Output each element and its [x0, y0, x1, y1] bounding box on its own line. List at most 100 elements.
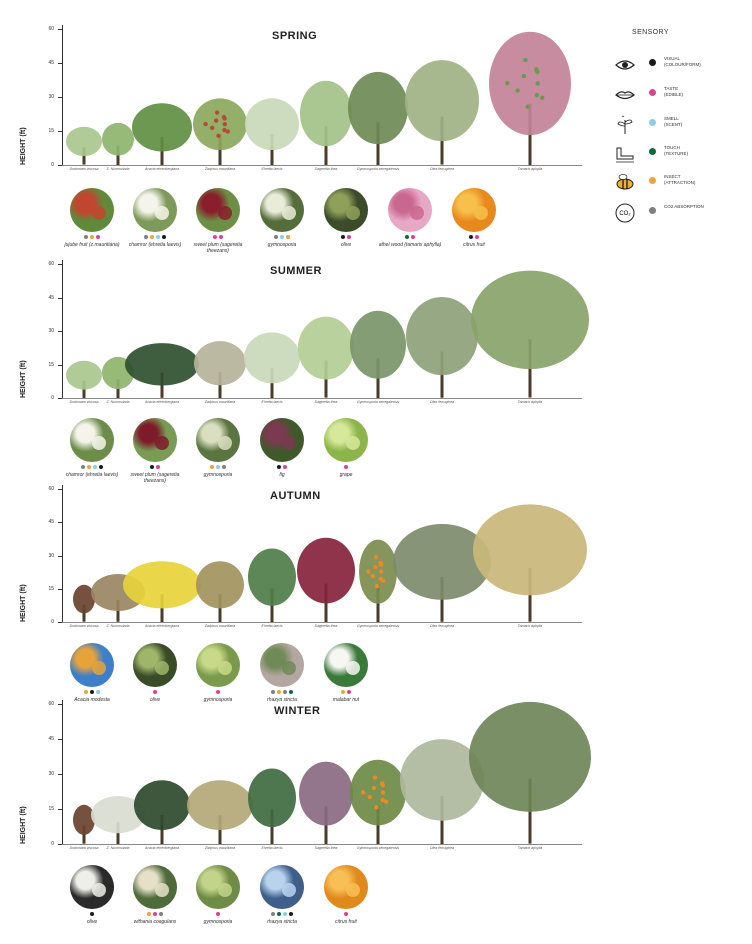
tree-0	[73, 585, 95, 622]
fruit-label: sweet plum (sageretia theezans)	[130, 472, 180, 484]
sensory-dot-visual	[90, 690, 94, 694]
tree-crown	[471, 271, 589, 370]
tree-crown	[244, 332, 300, 384]
tree-fruit-mark	[225, 129, 230, 134]
sensory-dot-taste	[156, 465, 160, 469]
y-tick	[58, 264, 62, 265]
fruit-photo-circle	[196, 865, 240, 909]
y-tick-label: 0	[51, 619, 54, 625]
species-label: Z. Nummularia	[106, 167, 130, 171]
sensory-dot-insect	[210, 465, 214, 469]
sensory-dot-insect	[286, 235, 290, 239]
legend-line-1: CO2 ABSORPTION	[664, 204, 704, 209]
sensory-dot-visual	[341, 235, 345, 239]
hand-touch-icon	[616, 147, 634, 163]
y-tick	[58, 622, 62, 623]
sensory-dots	[341, 690, 351, 694]
tree-fruit-mark	[523, 57, 528, 63]
tree-8	[489, 31, 571, 165]
legend-item-taste: TASTE (EDIBLE)	[614, 84, 744, 108]
tree-crown	[350, 759, 406, 825]
tree-4	[248, 768, 296, 844]
tree-fruit-mark	[373, 564, 378, 570]
fruit-photo-circle	[452, 188, 496, 232]
species-label: Ehretia laevis	[261, 400, 283, 404]
y-tick-label: 15	[48, 806, 54, 812]
tree-fruit-mark	[374, 583, 380, 589]
ground-line	[62, 622, 582, 623]
fruit-label: gymnosporia	[203, 472, 233, 478]
legend-text: INSECT (ATTRACTION)	[664, 174, 695, 186]
y-tick-label: 0	[51, 841, 54, 847]
species-label: Dodonaea viscosa	[69, 846, 99, 850]
legend-line-2: (SCENT)	[664, 122, 683, 127]
sensory-dot-co2	[159, 912, 163, 916]
sensory-dot-smell	[280, 235, 284, 239]
y-tick-label: 30	[48, 771, 54, 777]
species-label: Gymnosporia senegalensis	[356, 167, 400, 171]
legend-line-2: (TEXTURE)	[664, 151, 688, 156]
tree-crown	[348, 71, 408, 145]
legend-line-1: INSECT	[664, 174, 681, 179]
fruit-highlight	[155, 661, 169, 675]
sensory-dot-taste	[153, 690, 157, 694]
fruit-highlight	[410, 206, 424, 220]
sensory-dot-taste	[219, 235, 223, 239]
fruit-highlight	[474, 206, 488, 220]
sensory-dot-co2	[271, 912, 275, 916]
y-tick-label: 15	[48, 361, 54, 368]
tree-5	[298, 317, 354, 398]
tree-crown	[134, 779, 190, 830]
legend-item-visual: VISUAL (COLOUR/FORM)	[614, 54, 744, 78]
fruit-photo-circle	[196, 188, 240, 232]
tree-3	[187, 779, 253, 844]
fruit-label: grape	[339, 472, 353, 478]
svg-text:CO₂: CO₂	[619, 211, 631, 217]
sensory-dot-taste	[344, 912, 348, 916]
tree-fruit-mark	[203, 121, 208, 127]
species-label: Dodonaea viscosa	[69, 400, 99, 404]
tree-7	[405, 60, 479, 165]
sensory-dot-insect	[90, 235, 94, 239]
y-axis-label: HEIGHT (ft)	[20, 127, 27, 165]
sensory-dot-smell	[156, 235, 160, 239]
legend-item-co2: CO₂ CO2 ABSORPTION	[614, 202, 744, 226]
y-tick	[58, 297, 62, 299]
sensory-dots	[405, 235, 415, 239]
sensory-dot-taste	[213, 235, 217, 239]
species-label: Gymnosporia senegalensis	[356, 846, 400, 850]
species-label: Ehretia laevis	[261, 624, 283, 628]
legend-text: TOUCH (TEXTURE)	[664, 145, 688, 157]
season-title: SUMMER	[270, 265, 322, 277]
sensory-dot-visual	[277, 465, 281, 469]
tree-fruit-mark	[534, 92, 540, 98]
eye-icon	[615, 60, 635, 70]
tree-crown	[300, 80, 352, 147]
tree-3	[193, 98, 247, 165]
legend-line-2: (COLOUR/FORM)	[664, 62, 701, 67]
sensory-dot-taste	[153, 912, 157, 916]
species-label: Ziziphus mauritiana	[204, 167, 236, 171]
sensory-dot-smell	[216, 465, 220, 469]
tree-crown	[132, 102, 192, 152]
y-tick-label: 15	[48, 585, 54, 592]
sensory-dots	[210, 465, 226, 469]
fruit-photo-circle	[324, 643, 368, 687]
y-tick	[58, 364, 62, 366]
fruit-highlight	[155, 436, 169, 450]
y-tick-label: 15	[48, 128, 54, 134]
legend-line-1: SMELL	[664, 116, 679, 121]
tree-fruit-mark	[525, 104, 530, 109]
fruit-photo-circle	[324, 418, 368, 462]
tree-0	[66, 127, 102, 165]
fruit-highlight	[218, 436, 232, 450]
tree-6	[348, 71, 408, 165]
fruit-photo-circle	[70, 643, 114, 687]
species-label: Ehretia laevis	[261, 167, 283, 171]
tree-fruit-mark	[534, 67, 539, 72]
fruit-photo-circle	[260, 418, 304, 462]
sensory-dots	[216, 912, 220, 916]
tree-6	[350, 310, 406, 398]
fruit-highlight	[92, 206, 106, 220]
fruit-highlight	[282, 206, 296, 220]
